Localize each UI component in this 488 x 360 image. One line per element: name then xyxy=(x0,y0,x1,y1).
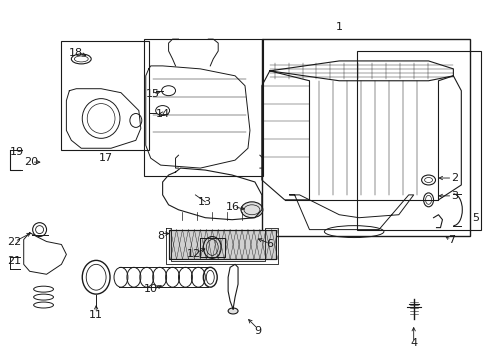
Text: 3: 3 xyxy=(450,191,457,201)
Text: 18: 18 xyxy=(69,48,83,58)
Text: 9: 9 xyxy=(254,326,261,336)
Bar xyxy=(262,39,469,235)
Bar xyxy=(356,51,480,230)
Text: 12: 12 xyxy=(186,249,200,260)
Bar xyxy=(143,39,263,176)
Text: 2: 2 xyxy=(450,173,457,183)
Text: 14: 14 xyxy=(155,108,169,118)
Text: 22: 22 xyxy=(7,237,21,247)
Bar xyxy=(168,230,275,260)
Text: 4: 4 xyxy=(409,338,416,348)
Text: 7: 7 xyxy=(447,234,454,244)
Text: 17: 17 xyxy=(99,153,113,163)
Text: 21: 21 xyxy=(7,256,21,266)
Bar xyxy=(168,230,275,260)
Text: 5: 5 xyxy=(471,213,478,223)
Text: 10: 10 xyxy=(143,284,158,294)
Text: 19: 19 xyxy=(10,147,24,157)
Bar xyxy=(61,41,148,150)
Text: 11: 11 xyxy=(89,310,103,320)
Text: 8: 8 xyxy=(157,230,164,240)
Text: 13: 13 xyxy=(198,197,212,207)
Text: 16: 16 xyxy=(225,202,240,212)
Ellipse shape xyxy=(228,308,238,314)
Ellipse shape xyxy=(241,202,263,218)
Text: 6: 6 xyxy=(266,239,273,249)
Text: 20: 20 xyxy=(24,157,39,167)
Text: 1: 1 xyxy=(335,22,342,32)
Text: 15: 15 xyxy=(145,89,160,99)
